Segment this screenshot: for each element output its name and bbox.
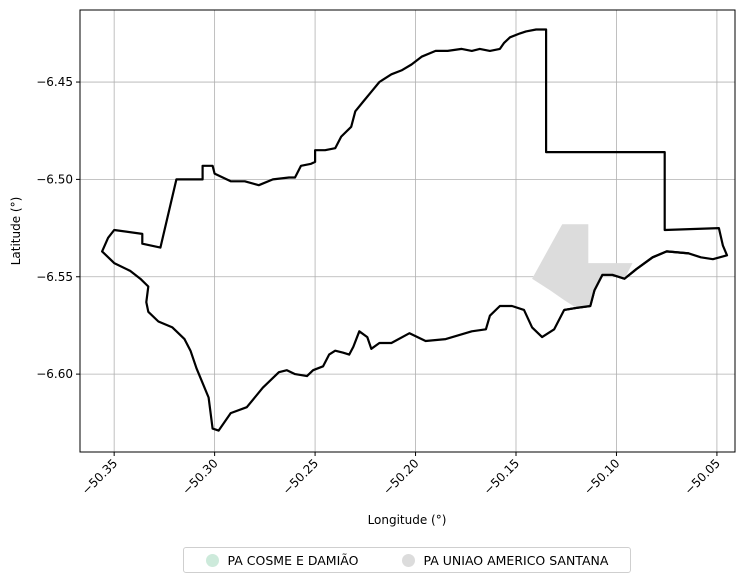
legend-marker-cosme-damiao — [205, 553, 219, 567]
legend-label-cosme-damiao: PA COSME E DAMIÃO — [227, 552, 359, 568]
y-tick-label: −6.55 — [36, 270, 73, 284]
plot-frame — [79, 9, 736, 453]
y-axis-label: Latitude (°) — [9, 197, 23, 266]
shared-boundary-edge — [564, 250, 689, 311]
grid-lines — [80, 10, 735, 452]
region-cosme-damiao — [100, 28, 729, 432]
legend-marker-uniao-americo-santana — [401, 553, 415, 567]
region-uniao-americo-santana — [532, 224, 633, 308]
legend-label-uniao-americo-santana: PA UNIAO AMERICO SANTANA — [423, 552, 609, 568]
x-tick-label: −50.25 — [280, 456, 321, 497]
legend: PA COSME E DAMIÃO PA UNIAO AMERICO SANTA… — [183, 547, 631, 573]
x-tick-label: −50.30 — [179, 456, 220, 497]
x-axis-ticks: −50.35 −50.30 −50.25 −50.20 −50.15 −50.10 −50.… — [79, 452, 723, 498]
x-tick-label: −50.05 — [682, 456, 723, 497]
legend-item-uniao-americo-santana: PA UNIAO AMERICO SANTANA — [401, 552, 609, 568]
y-tick-label: −6.60 — [36, 367, 73, 381]
legend-item-cosme-damiao: PA COSME E DAMIÃO — [205, 552, 359, 568]
y-tick-label: −6.45 — [36, 75, 73, 89]
regions-layer — [100, 28, 729, 432]
y-tick-label: −6.50 — [36, 172, 73, 186]
x-tick-label: −50.35 — [79, 456, 120, 497]
x-tick-label: −50.10 — [581, 456, 622, 497]
x-tick-label: −50.20 — [380, 456, 421, 497]
x-axis-label: Longitude (°) — [368, 513, 447, 527]
y-axis-ticks: −6.45 −6.50 −6.55 −6.60 — [36, 75, 80, 381]
x-tick-label: −50.15 — [481, 456, 522, 497]
